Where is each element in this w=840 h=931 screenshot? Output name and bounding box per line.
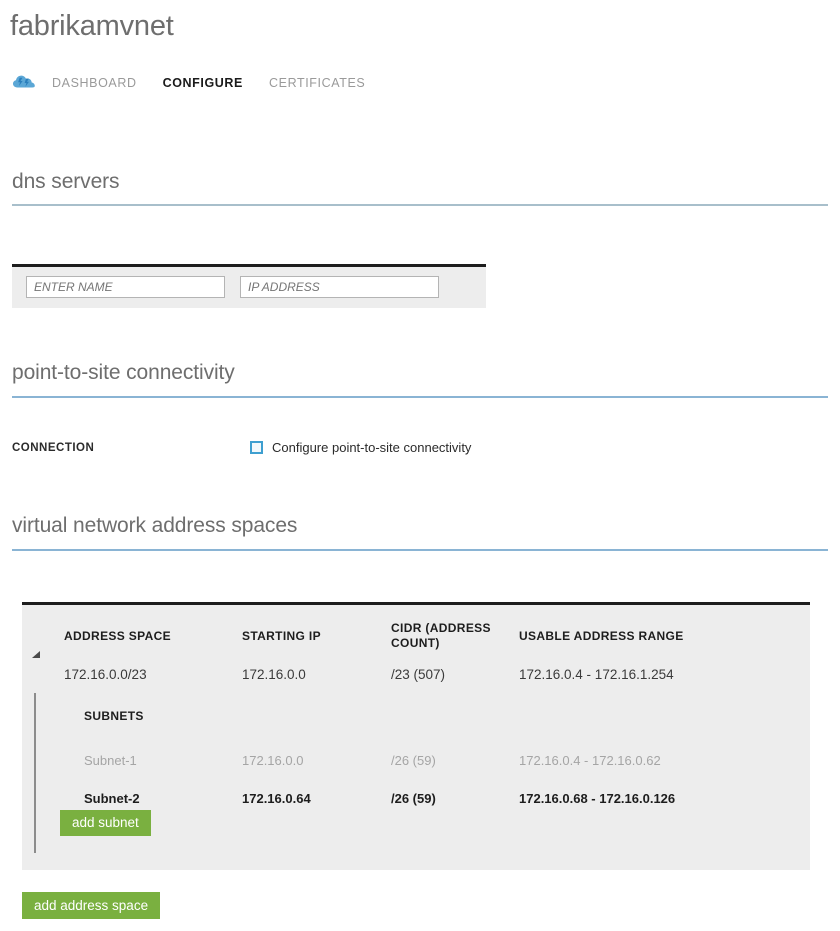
- point-to-site-checkbox-row[interactable]: Configure point-to-site connectivity: [250, 440, 471, 455]
- dns-servers-section-title: dns servers: [12, 170, 120, 193]
- cell-cidr: /23 (507): [391, 667, 446, 682]
- cell-address-space: 172.16.0.0/23: [64, 667, 147, 682]
- configure-point-to-site-checkbox[interactable]: [250, 441, 263, 454]
- subnet-group-indicator: [34, 693, 36, 853]
- cell-subnet-cidr: /26 (59): [391, 753, 436, 768]
- cell-subnet-starting-ip: 172.16.0.64: [242, 791, 311, 806]
- virtual-network-icon: [12, 73, 38, 93]
- page-title: fabrikamvnet: [10, 10, 174, 42]
- point-to-site-section-title: point-to-site connectivity: [12, 361, 235, 384]
- column-header-starting-ip: STARTING IP: [242, 629, 321, 643]
- tab-dashboard[interactable]: DASHBOARD: [52, 76, 137, 90]
- cell-subnet-usable-range: 172.16.0.4 - 172.16.0.62: [519, 753, 661, 768]
- address-spaces-table: ADDRESS SPACE STARTING IP CIDR (ADDRESS …: [22, 602, 810, 870]
- column-header-usable-address-range: USABLE ADDRESS RANGE: [519, 629, 684, 643]
- column-header-cidr: CIDR (ADDRESS COUNT): [391, 621, 491, 650]
- cell-subnet-name: Subnet-1: [84, 753, 137, 768]
- cell-subnet-name: Subnet-2: [84, 791, 140, 806]
- column-header-address-space: ADDRESS SPACE: [64, 629, 172, 643]
- dns-ip-input[interactable]: [240, 276, 439, 298]
- tab-certificates[interactable]: CERTIFICATES: [269, 76, 366, 90]
- dns-name-input[interactable]: [26, 276, 225, 298]
- cell-usable-range: 172.16.0.4 - 172.16.1.254: [519, 667, 674, 682]
- address-spaces-divider: [12, 549, 828, 551]
- tab-configure[interactable]: CONFIGURE: [162, 76, 243, 90]
- cell-subnet-starting-ip: 172.16.0.0: [242, 753, 304, 768]
- configure-point-to-site-label: Configure point-to-site connectivity: [272, 440, 472, 455]
- point-to-site-divider: [12, 396, 828, 398]
- connection-label: CONNECTION: [12, 442, 95, 454]
- add-subnet-button[interactable]: add subnet: [60, 810, 151, 836]
- cell-subnet-usable-range: 172.16.0.68 - 172.16.0.126: [519, 791, 676, 806]
- address-spaces-section-title: virtual network address spaces: [12, 514, 298, 537]
- cell-subnet-cidr: /26 (59): [391, 791, 436, 806]
- add-address-space-button[interactable]: add address space: [22, 892, 161, 919]
- tab-bar: DASHBOARD CONFIGURE CERTIFICATES: [12, 72, 391, 94]
- dns-servers-table: [12, 264, 486, 308]
- cell-starting-ip: 172.16.0.0: [242, 667, 306, 682]
- collapse-triangle-icon[interactable]: [30, 649, 44, 663]
- subnets-label: SUBNETS: [84, 709, 144, 723]
- dns-servers-divider: [12, 204, 828, 206]
